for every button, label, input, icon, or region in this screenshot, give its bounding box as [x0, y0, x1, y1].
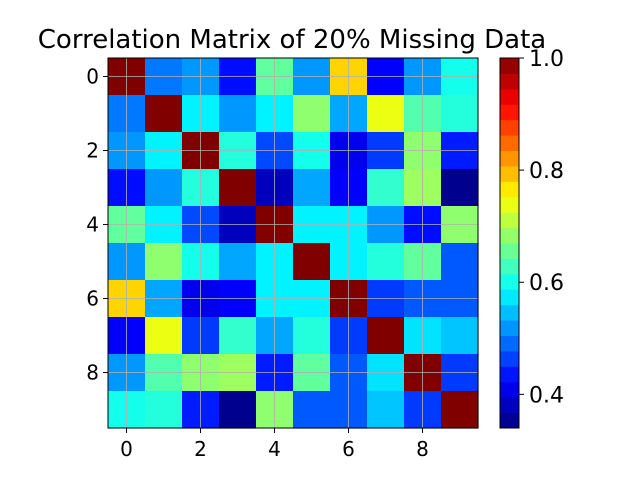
y-axis: 0 2 4 6 8	[86, 65, 108, 385]
x-tick-label: 4	[268, 437, 281, 461]
plot-frame	[107, 57, 479, 429]
colorbar-band	[500, 304, 519, 321]
heatmap-cell-1-9	[441, 95, 479, 133]
heatmap-cell-3-7	[367, 169, 405, 207]
colorbar-band	[500, 104, 519, 121]
y-tick-label: 6	[86, 287, 99, 311]
colorbar-band	[500, 258, 519, 275]
colorbar-band	[500, 88, 519, 105]
colorbar-band	[500, 58, 519, 74]
heatmap-cell-9-1	[145, 391, 183, 429]
heatmap-cell-7-9	[441, 317, 479, 355]
x-tick-label: 8	[416, 437, 429, 461]
heatmap-cell-7-7	[367, 317, 405, 355]
colorbar-band	[500, 119, 519, 136]
colorbar-tick-label: 1.0	[529, 47, 564, 72]
x-tick-label: 6	[342, 437, 355, 461]
colorbar-band	[500, 212, 519, 229]
colorbar-band	[500, 350, 519, 367]
heatmap-cell-3-9	[441, 169, 479, 207]
colorbar-band	[500, 273, 519, 290]
colorbar-band	[500, 165, 519, 182]
heatmap-cell-3-1	[145, 169, 183, 207]
chart-title: Correlation Matrix of 20% Missing Data	[38, 25, 546, 55]
heatmap-cell-5-9	[441, 243, 479, 281]
heatmap-cell-1-7	[367, 95, 405, 133]
heatmap-cell-5-1	[145, 243, 183, 281]
y-tick-label: 8	[86, 361, 99, 385]
colorbar-band	[500, 335, 519, 352]
colorbar-band	[500, 181, 519, 198]
x-tick-label: 0	[120, 437, 133, 461]
colorbar-tick-label: 0.6	[529, 271, 564, 296]
colorbar-band	[500, 135, 519, 151]
colorbar-band	[500, 243, 519, 259]
colorbar-band	[500, 381, 519, 398]
heatmap-cell-9-3	[219, 391, 257, 429]
heatmap-cell-5-5	[293, 243, 331, 281]
colorbar-tick-label: 0.4	[529, 383, 564, 408]
colorbar-band	[500, 196, 519, 213]
heatmap-cell-7-3	[219, 317, 257, 355]
colorbar-band	[500, 73, 519, 90]
y-tick-label: 2	[86, 139, 99, 163]
y-tick-label: 4	[86, 213, 99, 237]
colorbar: 0.4 0.6 0.8 1.0	[499, 47, 564, 429]
heatmap-cell-5-3	[219, 243, 257, 281]
heatmap-cell-9-7	[367, 391, 405, 429]
colorbar-band	[500, 412, 519, 429]
heatmap-grid	[108, 58, 478, 428]
heatmap-cell-7-5	[293, 317, 331, 355]
x-tick-label: 2	[194, 437, 207, 461]
y-tick-label: 0	[86, 65, 99, 89]
heatmap-cell-7-1	[145, 317, 183, 355]
heatmap-cell-5-7	[367, 243, 405, 281]
colorbar-band	[500, 150, 519, 167]
colorbar-band	[500, 320, 519, 336]
colorbar-tick-label: 0.8	[529, 159, 564, 184]
heatmap-cell-9-9	[441, 391, 479, 429]
colorbar-band	[500, 366, 519, 383]
colorbar-band	[500, 227, 519, 244]
heatmap-cell-1-5	[293, 95, 331, 133]
heatmap-cell-1-3	[219, 95, 257, 133]
colorbar-frame	[499, 57, 520, 429]
colorbar-band	[500, 397, 519, 414]
heatmap-cell-1-1	[145, 95, 183, 133]
colorbar-band	[500, 289, 519, 306]
heatmap-cell-3-5	[293, 169, 331, 207]
heatmap-cells	[108, 58, 479, 429]
x-axis: 0 2 4 6 8	[120, 428, 429, 461]
heatmap-cell-3-3	[219, 169, 257, 207]
heatmap-cell-9-5	[293, 391, 331, 429]
